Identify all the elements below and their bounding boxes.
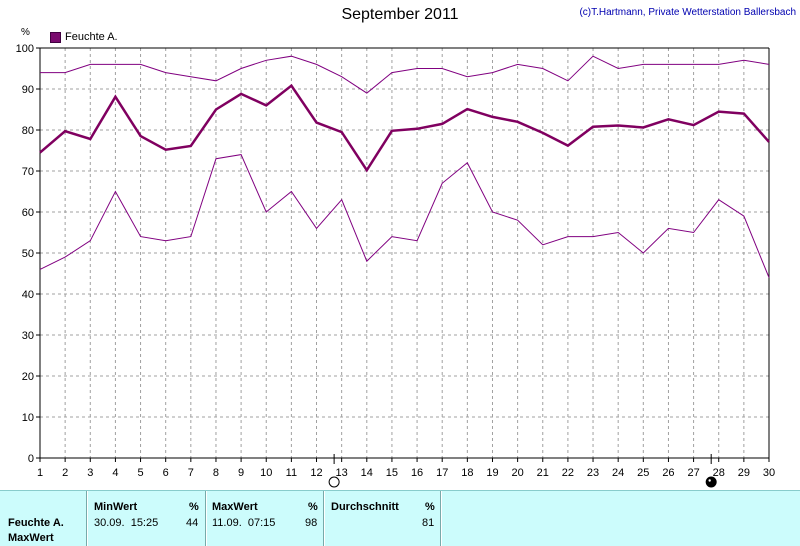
copyright-text: (c)T.Hartmann, Private Wetterstation Bal… [579,7,796,18]
y-tick-label: 60 [22,207,34,219]
column-divider [324,491,325,546]
avg-header: Durchschnitt [331,501,399,513]
x-tick-label: 10 [260,467,272,479]
y-tick-label: 30 [22,330,34,342]
x-tick-label: 16 [411,467,423,479]
y-tick-label: 90 [22,84,34,96]
avg-unit: % [425,501,435,513]
chart-area: 0 10 20 30 40 50 60 70 80 90 100 1 2 3 4 5 6 7 8 9 10 11 12 13 1… [16,6,796,488]
legend-label: Feuchte A. [65,31,118,43]
x-tick-label: 20 [511,467,523,479]
x-tick-label: 21 [537,467,549,479]
y-axis-unit: % [21,27,30,38]
x-tick-label: 4 [112,467,118,479]
column-divider [323,491,324,546]
y-tick-label: 0 [28,453,34,465]
column-divider [206,491,207,546]
x-tick-label: 13 [336,467,348,479]
series-line [39,154,770,278]
min-value: 44 [186,517,199,529]
y-tick-label: 70 [22,166,34,178]
x-tick-label: 24 [612,467,624,479]
column-divider [441,491,442,546]
x-tick-label: 23 [587,467,599,479]
full-moon-icon [705,476,717,488]
x-tick-label: 6 [163,467,169,479]
column-divider [87,491,88,546]
x-tick-label: 12 [310,467,322,479]
x-tick-label: 14 [361,467,373,479]
row-label: Feuchte A. [8,517,64,529]
x-tick-label: 18 [461,467,473,479]
x-tick-label: 7 [188,467,194,479]
max-unit: % [308,501,318,513]
new-moon-icon [328,476,340,488]
x-tick-label: 30 [763,467,775,479]
full-moon-highlight [708,479,711,482]
x-tick-label: 29 [738,467,750,479]
row-sublabel: MaxWert [8,532,54,544]
x-tick-label: 26 [662,467,674,479]
column-divider [86,491,87,546]
legend-swatch [50,31,61,43]
x-tick-label: 5 [137,467,143,479]
legend: Feuchte A. [50,31,118,43]
max-timestamp: 11.09. 07:15 [212,517,276,529]
series-line [40,55,770,94]
max-header: MaxWert [212,501,258,513]
x-tick-label: 27 [687,467,699,479]
x-tick-label: 8 [213,467,219,479]
x-tick-label: 15 [386,467,398,479]
y-tick-label: 100 [16,43,34,55]
stats-panel: MinWert % MaxWert % Durchschnitt % Feuch… [0,490,800,546]
min-header: MinWert [94,501,138,513]
column-divider [205,491,206,546]
y-tick-label: 40 [22,289,34,301]
min-timestamp: 30.09. 15:25 [94,517,159,529]
column-divider [440,491,441,546]
y-tick-label: 50 [22,248,34,260]
x-tick-label: 3 [87,467,93,479]
avg-value: 81 [422,517,435,529]
series-line [39,83,770,173]
y-tick-label: 20 [22,371,34,383]
y-tick-label: 80 [22,125,34,137]
x-tick-label: 17 [436,467,448,479]
x-tick-label: 22 [562,467,574,479]
x-tick-label: 19 [486,467,498,479]
x-tick-label: 1 [37,467,43,479]
min-unit: % [189,501,199,513]
y-tick-label: 10 [22,412,34,424]
chart-title: September 2011 [341,6,459,23]
x-tick-label: 25 [637,467,649,479]
x-tick-label: 28 [713,467,725,479]
x-tick-label: 11 [286,467,297,479]
x-tick-label: 2 [62,467,68,479]
x-tick-label: 9 [238,467,244,479]
max-value: 98 [305,517,318,529]
